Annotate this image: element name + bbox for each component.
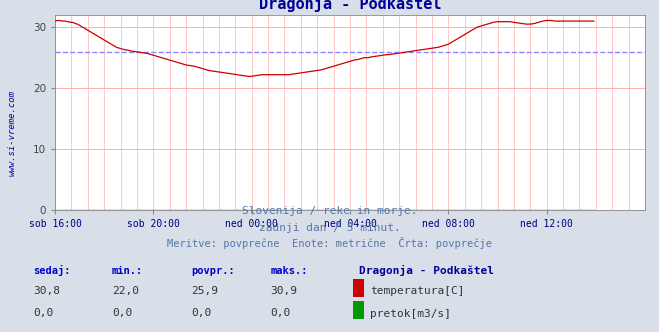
Text: 0,0: 0,0 [112,308,132,318]
Text: www.si-vreme.com: www.si-vreme.com [7,90,16,176]
Text: 30,8: 30,8 [33,286,60,296]
Text: pretok[m3/s]: pretok[m3/s] [370,309,451,319]
Text: zadnji dan / 5 minut.: zadnji dan / 5 minut. [258,223,401,233]
Text: 30,9: 30,9 [270,286,297,296]
Text: Dragonja - Podkaštel: Dragonja - Podkaštel [359,265,494,276]
Text: 22,0: 22,0 [112,286,139,296]
Text: 0,0: 0,0 [270,308,291,318]
Text: 0,0: 0,0 [191,308,212,318]
Text: min.:: min.: [112,266,143,276]
Text: povpr.:: povpr.: [191,266,235,276]
Text: sedaj:: sedaj: [33,265,71,276]
Text: Slovenija / reke in morje.: Slovenija / reke in morje. [242,206,417,216]
Text: Meritve: povprečne  Enote: metrične  Črta: povprečje: Meritve: povprečne Enote: metrične Črta:… [167,237,492,249]
Text: temperatura[C]: temperatura[C] [370,287,465,296]
Text: maks.:: maks.: [270,266,308,276]
Text: 0,0: 0,0 [33,308,53,318]
Text: 25,9: 25,9 [191,286,218,296]
Title: Dragonja - Podkaštel: Dragonja - Podkaštel [259,0,442,12]
